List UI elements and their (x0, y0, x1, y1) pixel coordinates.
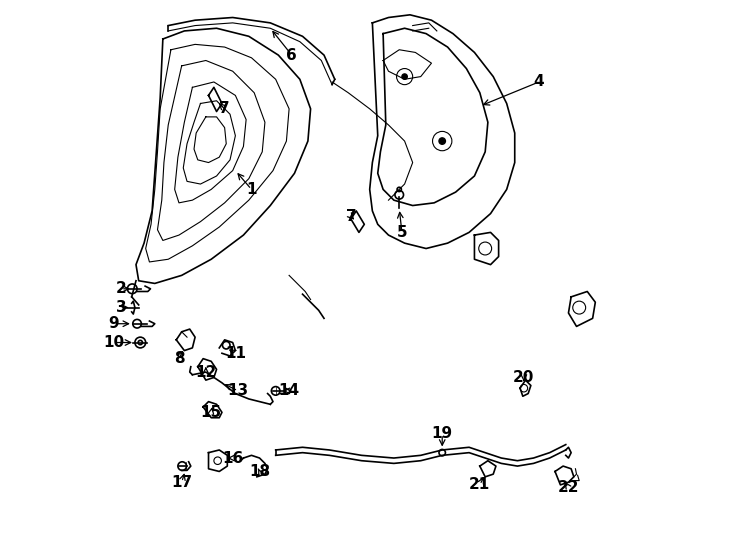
Text: 11: 11 (225, 346, 246, 361)
Text: 12: 12 (195, 364, 217, 380)
Text: 19: 19 (432, 427, 453, 441)
Text: 20: 20 (513, 370, 534, 385)
Text: 3: 3 (116, 300, 126, 315)
Circle shape (439, 138, 446, 144)
Text: 7: 7 (219, 102, 230, 116)
Text: 13: 13 (228, 383, 249, 399)
Text: 15: 15 (200, 405, 222, 420)
Text: 9: 9 (108, 316, 119, 331)
Text: 18: 18 (249, 464, 270, 479)
Text: 22: 22 (558, 480, 579, 495)
Text: 17: 17 (171, 475, 192, 490)
Text: 4: 4 (534, 75, 544, 90)
Text: 16: 16 (222, 450, 243, 465)
Text: 6: 6 (286, 48, 297, 63)
Text: 5: 5 (396, 225, 407, 240)
Text: 2: 2 (115, 281, 126, 296)
Circle shape (402, 74, 407, 79)
Text: 10: 10 (103, 335, 124, 350)
Text: 7: 7 (346, 209, 356, 224)
Text: 14: 14 (278, 383, 299, 399)
Text: 21: 21 (469, 477, 490, 492)
Text: 8: 8 (174, 351, 184, 366)
Text: 1: 1 (246, 182, 257, 197)
